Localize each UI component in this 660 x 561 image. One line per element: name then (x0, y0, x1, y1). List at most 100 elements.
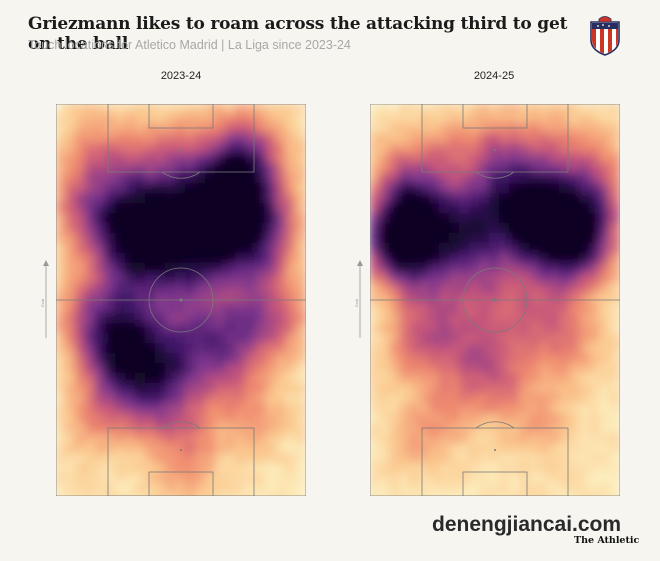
heatmap-cell (569, 233, 581, 245)
heatmap-cell (509, 433, 521, 445)
heatmap-cell (429, 423, 441, 435)
heatmap-cell (265, 413, 277, 425)
heatmap-cell (499, 153, 511, 165)
heatmap-cell (459, 383, 471, 395)
heatmap-cell (599, 383, 611, 395)
heatmap-cell (370, 483, 381, 495)
heatmap-cell (389, 323, 401, 335)
heatmap-cell (235, 473, 247, 485)
heatmap-cell (155, 483, 167, 495)
heatmap-cell (569, 183, 581, 195)
heatmap-cell (105, 243, 117, 255)
heatmap-cell (195, 433, 207, 445)
heatmap-cell (459, 423, 471, 435)
heatmap-cell (379, 173, 391, 185)
heatmap-cell (215, 293, 227, 305)
heatmap-cell (275, 373, 287, 385)
heatmap-cell (539, 173, 551, 185)
heatmap-cell (459, 433, 471, 445)
heatmap-cell (56, 113, 67, 125)
heatmap-cell (56, 183, 67, 195)
heatmap-cell (439, 213, 451, 225)
heatmap-cell (370, 443, 381, 455)
heatmap-cell (275, 223, 287, 235)
heatmap-cell (75, 183, 87, 195)
heatmap-cell (409, 363, 421, 375)
heatmap-cell (65, 413, 77, 425)
heatmap-cell (195, 443, 207, 455)
heatmap-cell (419, 333, 431, 345)
heatmap-cell (255, 193, 267, 205)
heatmap-cell (65, 163, 77, 175)
heatmap-cell (419, 343, 431, 355)
heatmap-cell (389, 183, 401, 195)
heatmap-cell (519, 143, 531, 155)
heatmap-cell (379, 113, 391, 125)
heatmap-cell (185, 243, 197, 255)
heatmap-cell (235, 413, 247, 425)
heatmap-cell (429, 233, 441, 245)
heatmap-cell (145, 133, 157, 145)
heatmap-cell (519, 403, 531, 415)
heatmap-cell (255, 173, 267, 185)
heatmap-cell (295, 193, 306, 205)
heatmap-cell (195, 343, 207, 355)
heatmap-cell (125, 413, 137, 425)
heatmap-cell (389, 443, 401, 455)
heatmap-cell (609, 443, 620, 455)
heatmap-cell (75, 153, 87, 165)
heatmap-cell (175, 123, 187, 135)
heatmap-cell (469, 413, 481, 425)
heatmap-cell (370, 353, 381, 365)
heatmap-cell (125, 423, 137, 435)
heatmap-cell (205, 293, 217, 305)
heatmap-cell (389, 383, 401, 395)
heatmap-cell (499, 104, 511, 115)
heatmap-cell (459, 273, 471, 285)
heatmap-cell (409, 443, 421, 455)
heatmap-cell (429, 313, 441, 325)
heatmap-cell (125, 213, 137, 225)
heatmap-cell (115, 123, 127, 135)
heatmap-cell (389, 263, 401, 275)
heatmap-cell (235, 273, 247, 285)
heatmap-cell (265, 273, 277, 285)
attack-direction-label: Goal (40, 299, 45, 308)
heatmap-cell (185, 113, 197, 125)
heatmap-cell (579, 473, 591, 485)
heatmap-cell (379, 303, 391, 315)
heatmap-cell (449, 233, 461, 245)
heatmap-cell (285, 203, 297, 215)
heatmap-cell (85, 233, 97, 245)
heatmap-cell (95, 423, 107, 435)
heatmap-cell (479, 353, 491, 365)
heatmap-cell (205, 443, 217, 455)
heatmap-cell (409, 253, 421, 265)
heatmap-cell (419, 223, 431, 235)
heatmap-cell (459, 153, 471, 165)
heatmap-cell (255, 313, 267, 325)
heatmap-cell (609, 463, 620, 475)
heatmap-cell (549, 323, 561, 335)
heatmap-cell (449, 243, 461, 255)
heatmap-cell (469, 113, 481, 125)
heatmap-cell (579, 313, 591, 325)
heatmap-cell (285, 423, 297, 435)
heatmap-cell (195, 363, 207, 375)
heatmap-cell (125, 153, 137, 165)
heatmap-cell (579, 383, 591, 395)
heatmap-cell (95, 453, 107, 465)
heatmap-cell (115, 193, 127, 205)
heatmap-cell (479, 213, 491, 225)
heatmap-cell (56, 333, 67, 345)
heatmap-cell (559, 313, 571, 325)
heatmap-cell (75, 233, 87, 245)
heatmap-cell (389, 243, 401, 255)
heatmap-cell (370, 383, 381, 395)
heatmap-cell (439, 373, 451, 385)
heatmap-cell (389, 353, 401, 365)
heatmap-cell (409, 323, 421, 335)
heatmap-cell (275, 453, 287, 465)
heatmap-cell (489, 353, 501, 365)
heatmap-cell (459, 113, 471, 125)
